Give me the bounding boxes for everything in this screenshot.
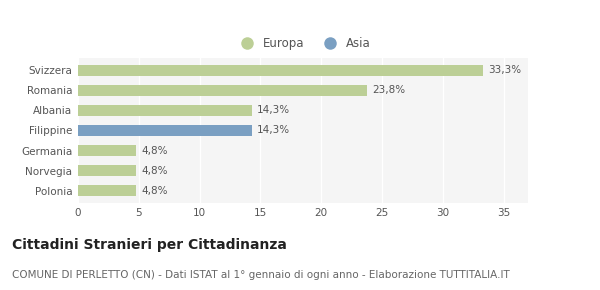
- Text: 23,8%: 23,8%: [373, 85, 406, 95]
- Text: 14,3%: 14,3%: [257, 126, 290, 135]
- Text: 4,8%: 4,8%: [141, 166, 168, 176]
- Text: 33,3%: 33,3%: [488, 65, 521, 75]
- Bar: [78, 65, 483, 76]
- Bar: [78, 165, 136, 176]
- Bar: [78, 185, 136, 196]
- Bar: [78, 85, 367, 96]
- Text: 4,8%: 4,8%: [141, 146, 168, 156]
- Text: Cittadini Stranieri per Cittadinanza: Cittadini Stranieri per Cittadinanza: [12, 238, 287, 252]
- Text: 14,3%: 14,3%: [257, 105, 290, 115]
- Text: COMUNE DI PERLETTO (CN) - Dati ISTAT al 1° gennaio di ogni anno - Elaborazione T: COMUNE DI PERLETTO (CN) - Dati ISTAT al …: [12, 270, 510, 280]
- Bar: [78, 125, 252, 136]
- Text: 4,8%: 4,8%: [141, 186, 168, 196]
- Bar: [78, 105, 252, 116]
- Legend: Europa, Asia: Europa, Asia: [231, 32, 375, 55]
- Bar: [78, 145, 136, 156]
